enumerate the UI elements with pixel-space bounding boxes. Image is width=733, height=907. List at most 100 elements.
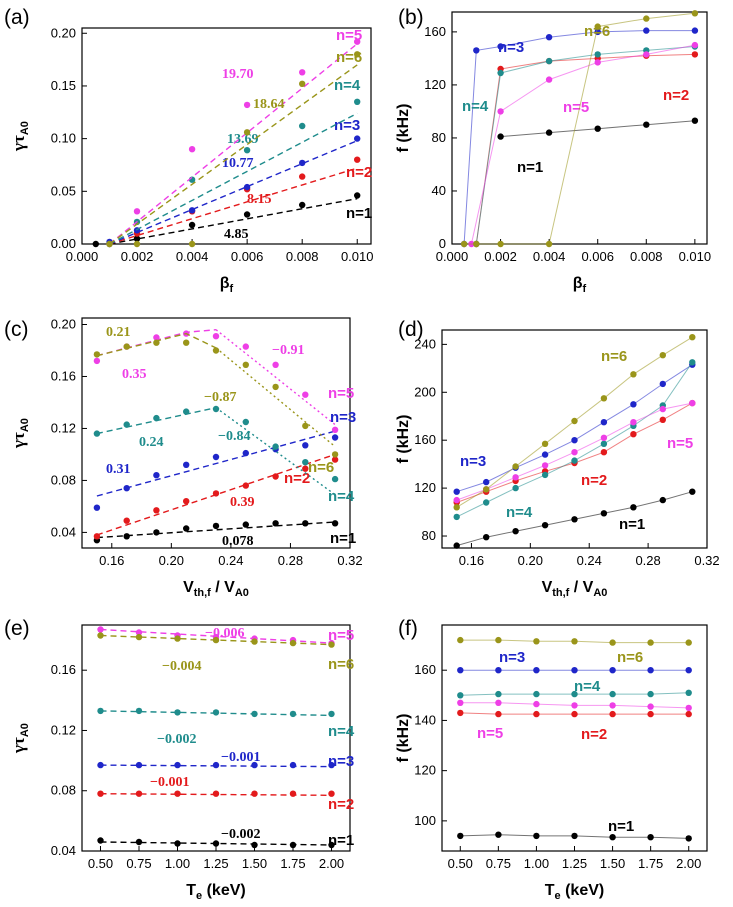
data-point (512, 474, 519, 481)
y-tick-label: 80 (422, 528, 436, 543)
data-point (251, 761, 258, 769)
data-point (106, 240, 113, 248)
data-point (685, 667, 692, 674)
data-point (691, 41, 699, 49)
x-tick-label: 0.008 (630, 249, 663, 264)
data-point (659, 380, 666, 388)
data-point (495, 667, 502, 674)
y-tick-label: 80 (432, 130, 446, 145)
data-point (299, 122, 306, 130)
series-n4: n=4 −0.002 (97, 707, 355, 747)
data-point (571, 516, 578, 523)
series-n4: n=4 (462, 43, 699, 248)
data-point (571, 417, 578, 425)
series-label: n=3 (328, 753, 354, 770)
x-axis-label-sub: f (230, 283, 234, 295)
data-point (331, 426, 339, 433)
data-point (600, 419, 608, 426)
x-axis-label-main: β (573, 275, 583, 292)
data-point (188, 221, 196, 229)
data-point (123, 421, 130, 428)
data-point (272, 383, 279, 391)
data-point (212, 709, 220, 716)
data-point (331, 451, 339, 458)
panel-label: (a) (4, 6, 30, 29)
slope-label: 8.15 (247, 192, 272, 207)
data-point (302, 422, 309, 430)
data-point (93, 504, 101, 511)
data-point (212, 636, 220, 644)
data-point (174, 761, 181, 769)
y-tick-label: 0.08 (51, 783, 76, 798)
data-point (659, 405, 666, 413)
x-tick-label: 0.20 (159, 553, 184, 568)
fit-line (109, 64, 358, 245)
data-point (647, 703, 654, 710)
data-point (460, 240, 468, 248)
data-point (212, 347, 220, 354)
data-point (457, 667, 464, 674)
slope-label: 10.77 (222, 156, 254, 171)
data-point (331, 475, 339, 483)
data-point (689, 488, 696, 495)
series-n4: n=4 (457, 678, 692, 699)
x-axis-label: βf (573, 275, 587, 295)
y-tick-label: 0.12 (51, 722, 76, 737)
series-n6: n=6 (460, 10, 699, 248)
x-axis-label-sub2: A0 (235, 587, 249, 599)
fit-line-falling (215, 329, 336, 426)
data-point (153, 529, 160, 536)
slope-label: 0.24 (139, 435, 164, 450)
y-tick-label: 0.10 (51, 131, 76, 146)
data-point (289, 639, 297, 647)
data-point (135, 629, 143, 636)
data-point (453, 513, 460, 521)
x-tick-label: 0.000 (436, 249, 469, 264)
data-point (594, 125, 601, 132)
series-label: n=1 (330, 530, 356, 547)
fit-line (109, 140, 358, 245)
y-tick-label: 0.12 (51, 420, 76, 435)
data-point (243, 211, 251, 218)
data-point (242, 449, 249, 457)
data-point (541, 451, 549, 458)
data-point (691, 117, 699, 124)
y-tick-label: 0.15 (51, 78, 76, 93)
series-n4: n=4 0.24 −0.84 (93, 405, 355, 505)
data-point (242, 521, 249, 528)
y-tick-label: 0.16 (51, 662, 76, 677)
series-label: n=2 (581, 472, 607, 489)
data-point (495, 690, 502, 698)
series-label: n=2 (328, 796, 354, 813)
data-point (571, 437, 578, 444)
data-point (302, 465, 309, 472)
x-axis-label-sub: th,f (194, 587, 211, 599)
data-point (302, 442, 309, 449)
x-axis-label: Vth,f / VA0 (542, 579, 608, 599)
data-point (647, 834, 654, 841)
data-point (331, 456, 339, 463)
series-n5: n=5 0.35 −0.91 (93, 329, 354, 433)
data-point (453, 496, 460, 504)
data-point (242, 418, 249, 426)
data-point (609, 710, 616, 718)
data-point (212, 333, 220, 340)
data-point (212, 522, 220, 530)
data-point (174, 840, 181, 847)
data-point (689, 334, 696, 341)
x-tick-label: 0.24 (577, 553, 602, 568)
series-n1: n=1 (457, 818, 692, 842)
data-point (97, 707, 104, 715)
series-n6: n=6 (457, 636, 692, 666)
data-point (571, 710, 578, 718)
data-point (153, 414, 160, 422)
series-label: n=5 (667, 435, 693, 452)
series-n5: n=5 (453, 399, 696, 504)
x-axis-label: βf (220, 275, 234, 295)
y-tick-label: 120 (414, 480, 436, 495)
data-point (647, 667, 654, 674)
slope-label: 0.39 (230, 495, 255, 510)
x-tick-label: 2.00 (676, 856, 701, 871)
data-point (545, 57, 553, 65)
slope-label: 0.21 (106, 325, 131, 340)
